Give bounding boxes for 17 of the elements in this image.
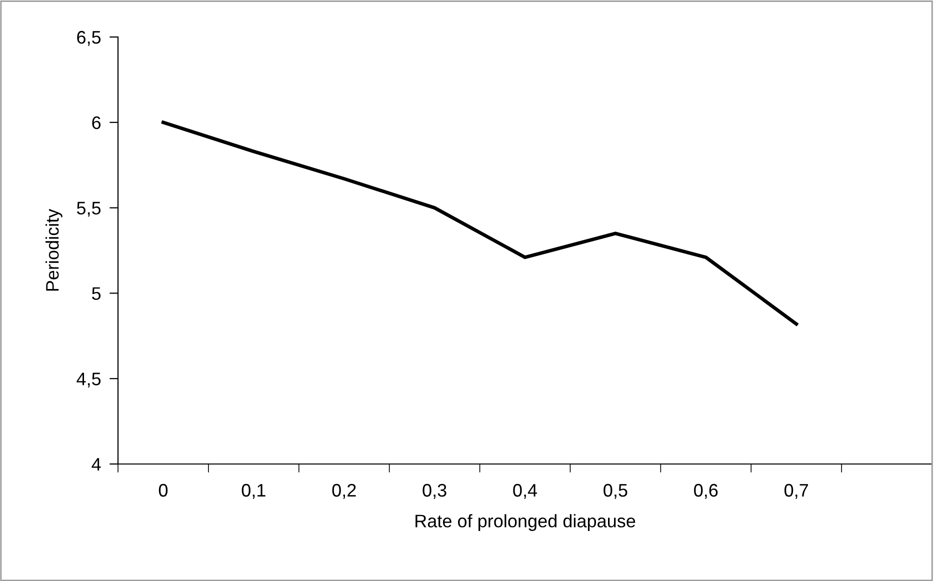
line-series bbox=[161, 120, 798, 326]
y-tick-label: 6,5 bbox=[77, 30, 101, 46]
x-tick-label: 0,6 bbox=[694, 484, 718, 499]
y-tick-label: 5 bbox=[92, 287, 101, 300]
x-tick-label: 0,7 bbox=[784, 484, 808, 499]
y-axis-title: Periodicity bbox=[46, 208, 62, 291]
x-axis-title: Rate of prolonged diapause bbox=[416, 514, 636, 531]
x-tick-label: 0,2 bbox=[332, 484, 356, 499]
y-tick-label: 4 bbox=[92, 458, 101, 471]
y-tick-label: 5,5 bbox=[76, 202, 101, 217]
x-tick-label: 0,3 bbox=[422, 484, 446, 499]
x-tick-label: 0,1 bbox=[242, 484, 266, 499]
x-tick-label: 0,4 bbox=[513, 484, 538, 499]
y-tick-label: 4,5 bbox=[76, 372, 101, 388]
y-tick-label: 6 bbox=[92, 116, 101, 130]
x-tick-label: 0 bbox=[158, 484, 168, 497]
x-tick-label: 0,5 bbox=[604, 484, 628, 499]
